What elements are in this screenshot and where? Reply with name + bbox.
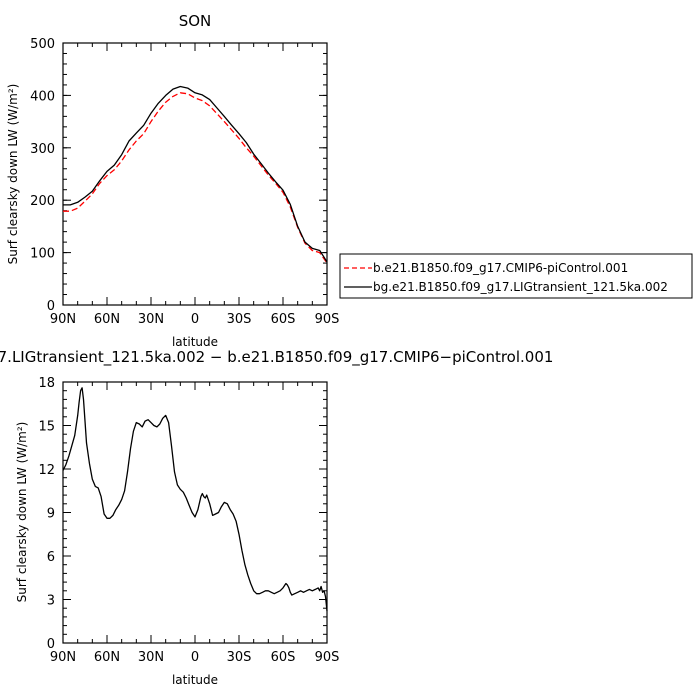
- top-x-tick-label: 60S: [271, 312, 296, 327]
- bottom-chart-title: bg.e21.B1850.f09_g17.LIGtransient_121.5k…: [0, 348, 553, 367]
- top-x-tick-label: 30N: [138, 312, 164, 327]
- bottom-x-tick-label: 30N: [138, 650, 164, 665]
- top-y-tick-label: 500: [30, 37, 55, 52]
- legend: b.e21.B1850.f09_g17.CMIP6-piControl.001 …: [339, 253, 693, 299]
- bottom-y-tick-label: 12: [38, 463, 55, 478]
- bottom-y-tick-label: 3: [47, 594, 55, 609]
- top-y-axis-label: Surf clearsky down LW (W/m²): [6, 84, 20, 265]
- top-x-tick-label: 90N: [50, 312, 76, 327]
- bottom-x-axis-label: latitude: [172, 673, 218, 687]
- bottom-series-line-0: [62, 387, 328, 612]
- bottom-y-tick-label: 0: [47, 637, 55, 652]
- bottom-plot-area: 90N 60N 30N 0 30S 60S 90S 0 3 6 9 12 15 18: [38, 376, 339, 665]
- bottom-x-tick-label: 30S: [227, 650, 252, 665]
- top-panel: SON 90N 60N 30N 0 30S 60S 90S0100200300400500 …: [6, 12, 339, 349]
- bottom-y-tick-label: 18: [38, 376, 55, 391]
- bottom-panel: bg.e21.B1850.f09_g17.LIGtransient_121.5k…: [0, 348, 553, 687]
- top-x-axis-label: latitude: [172, 335, 218, 349]
- bottom-y-tick-label: 15: [38, 420, 55, 435]
- top-x-tick-label: 0: [191, 312, 199, 327]
- bottom-x-tick-label: 90N: [50, 650, 76, 665]
- top-x-tick-label: 30S: [227, 312, 252, 327]
- top-x-tick-label: 60N: [94, 312, 120, 327]
- top-series-line-0: [63, 92, 328, 264]
- bottom-y-axis-label: Surf clearsky down LW (W/m²): [15, 422, 29, 603]
- top-plot-area: 90N 60N 30N 0 30S 60S 90S 0 100 200 300 400 500: [30, 37, 339, 327]
- bottom-x-tick-label: 60S: [271, 650, 296, 665]
- bottom-y-tick-label: 6: [47, 550, 55, 565]
- bottom-y-tick-label: 9: [47, 507, 55, 522]
- top-plot-frame: [62, 42, 328, 306]
- top-y-tick-label: 100: [30, 247, 55, 262]
- top-x-tick-label: 90S: [315, 312, 340, 327]
- bottom-x-tick-label: 60N: [94, 650, 120, 665]
- legend-label-control: b.e21.B1850.f09_g17.CMIP6-piControl.001: [373, 261, 628, 275]
- top-y-tick-label: 400: [30, 89, 55, 104]
- bottom-x-tick-label: 90S: [315, 650, 340, 665]
- bottom-plot-frame: [62, 381, 328, 644]
- top-y-tick-label: 300: [30, 142, 55, 157]
- legend-box: [339, 253, 693, 299]
- top-series-line-1: [63, 85, 328, 263]
- bottom-x-tick-label: 0: [191, 650, 199, 665]
- top-y-tick-label: 200: [30, 194, 55, 209]
- top-y-tick-label: 0: [47, 299, 55, 314]
- top-chart-title: SON: [179, 12, 212, 30]
- legend-label-ligtransient: bg.e21.B1850.f09_g17.LIGtransient_121.5k…: [373, 280, 668, 294]
